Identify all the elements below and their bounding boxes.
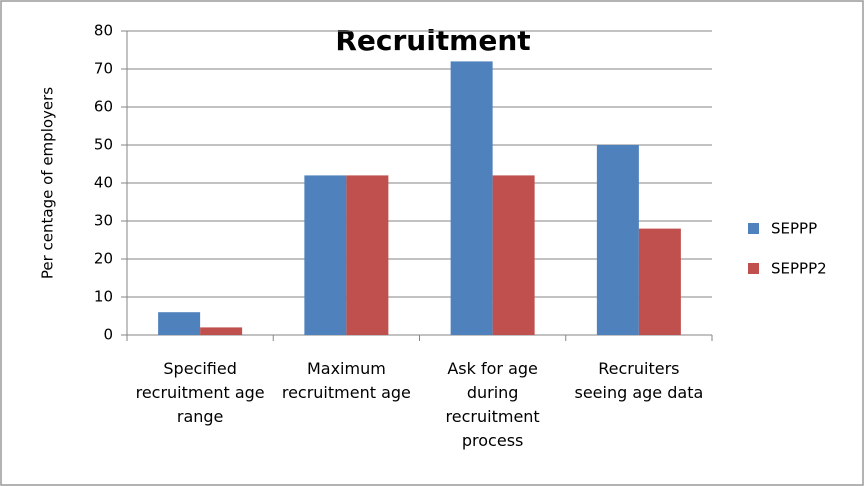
x-tick-label: Recruiters seeing age data [574,359,704,402]
x-tick-label: Maximum recruitment age [281,359,411,402]
legend-swatch [748,263,759,274]
bar [450,61,493,336]
bar [158,312,201,335]
y-tick-label: 0 [103,326,113,344]
y-tick-label: 50 [94,136,113,154]
y-axis-label: Per centage of employers [39,87,57,279]
y-tick-label: 60 [94,98,113,116]
x-tick-label-box: Specified recruitment age range [135,359,265,426]
chart-title: Recruitment [335,24,530,57]
bar [596,145,639,335]
y-tick-label: 10 [94,288,113,306]
x-tick-label: Specified recruitment age range [135,359,265,426]
legend-label: SEPPP [771,220,817,238]
x-tick-label-box: Maximum recruitment age [281,359,411,402]
bar [638,228,681,335]
x-tick-label-box: Recruiters seeing age data [574,359,704,402]
y-tick-label: 30 [94,212,113,230]
bar [346,175,389,335]
legend-swatch [748,223,759,234]
y-tick-label: 70 [94,60,113,78]
bar [304,175,347,335]
legend-label: SEPPP2 [771,260,827,278]
y-tick-label: 40 [94,174,113,192]
x-tick-label-box: Ask for age during recruitment process [445,359,540,450]
bar [200,327,243,335]
x-tick-label: Ask for age during recruitment process [445,359,540,450]
y-tick-label: 20 [94,250,113,268]
y-tick-label: 80 [94,22,113,40]
bar [492,175,535,335]
